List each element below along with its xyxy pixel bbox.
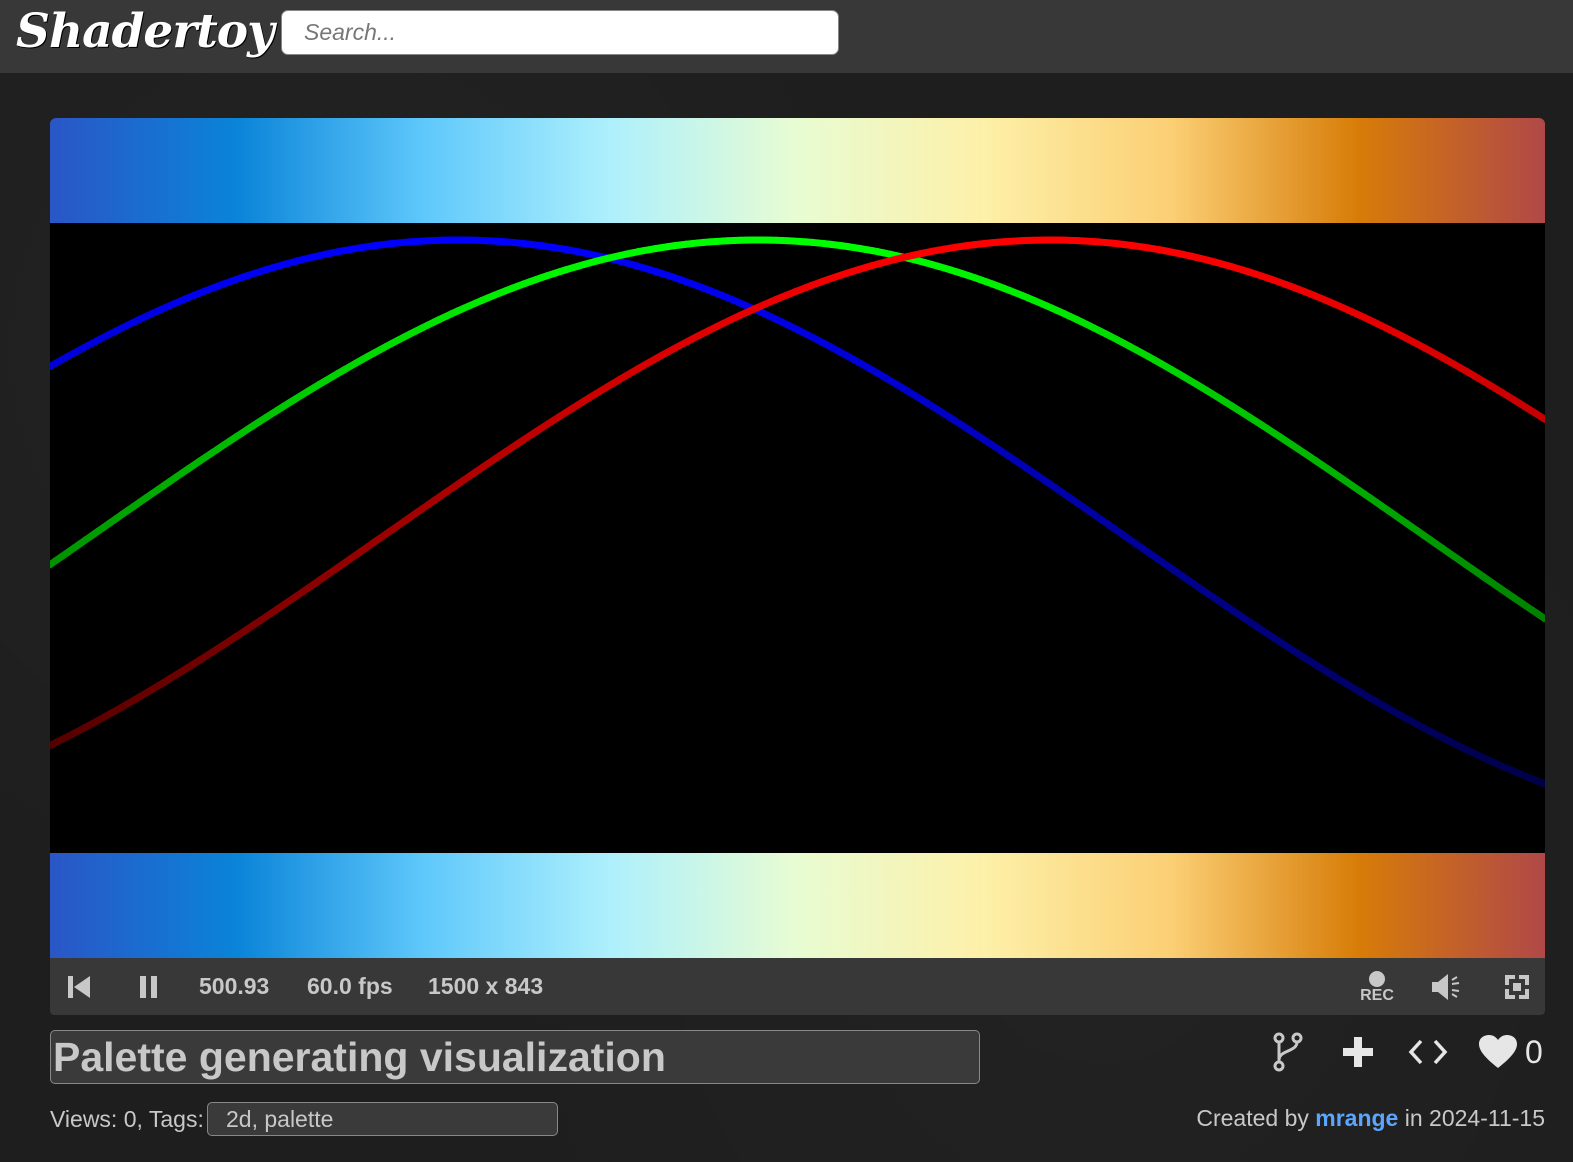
add-icon[interactable] [1338, 1028, 1378, 1076]
shader-canvas[interactable] [50, 118, 1545, 958]
red-curve-segment [1540, 415, 1545, 423]
embed-icon[interactable] [1406, 1028, 1450, 1076]
palette-strip-top [50, 118, 1545, 223]
green-curve-segment [1540, 614, 1545, 623]
created-in: in [1404, 1105, 1423, 1131]
record-label: REC [1360, 986, 1394, 1004]
likes-count: 0 [1525, 1034, 1543, 1070]
search-input[interactable] [281, 10, 839, 55]
author-link[interactable]: mrange [1315, 1105, 1399, 1131]
fps-readout: 60.0 fps [307, 973, 393, 999]
curve-area [50, 223, 1545, 853]
top-bar: Shadertoy [0, 0, 1573, 73]
fullscreen-icon[interactable] [1500, 958, 1534, 1015]
shader-title[interactable]: Palette generating visualization [50, 1030, 980, 1084]
created-prefix: Created by [1196, 1105, 1309, 1131]
tags-field[interactable]: 2d, palette [207, 1102, 558, 1136]
created-info: Created by mrange in 2024-11-15 [1196, 1101, 1545, 1135]
shader-player: 500.93 60.0 fps 1500 x 843 REC [50, 118, 1545, 1015]
time-readout: 500.93 [199, 973, 270, 999]
record-icon[interactable]: REC [1352, 958, 1402, 1015]
heart-icon[interactable] [1477, 1028, 1519, 1076]
views-tags-label: Views: 0, Tags: [50, 1106, 204, 1132]
player-controls: 500.93 60.0 fps 1500 x 843 REC [50, 958, 1545, 1015]
fork-icon[interactable] [1268, 1028, 1308, 1076]
shadertoy-logo[interactable]: Shadertoy [16, 4, 274, 59]
pause-icon[interactable] [134, 958, 164, 1015]
created-date: 2024-11-15 [1429, 1105, 1545, 1131]
rewind-icon[interactable] [64, 958, 94, 1015]
volume-icon[interactable] [1428, 958, 1468, 1015]
curve-group [50, 236, 1545, 788]
palette-strip-bottom [50, 853, 1545, 958]
resolution-readout: 1500 x 843 [428, 973, 544, 999]
